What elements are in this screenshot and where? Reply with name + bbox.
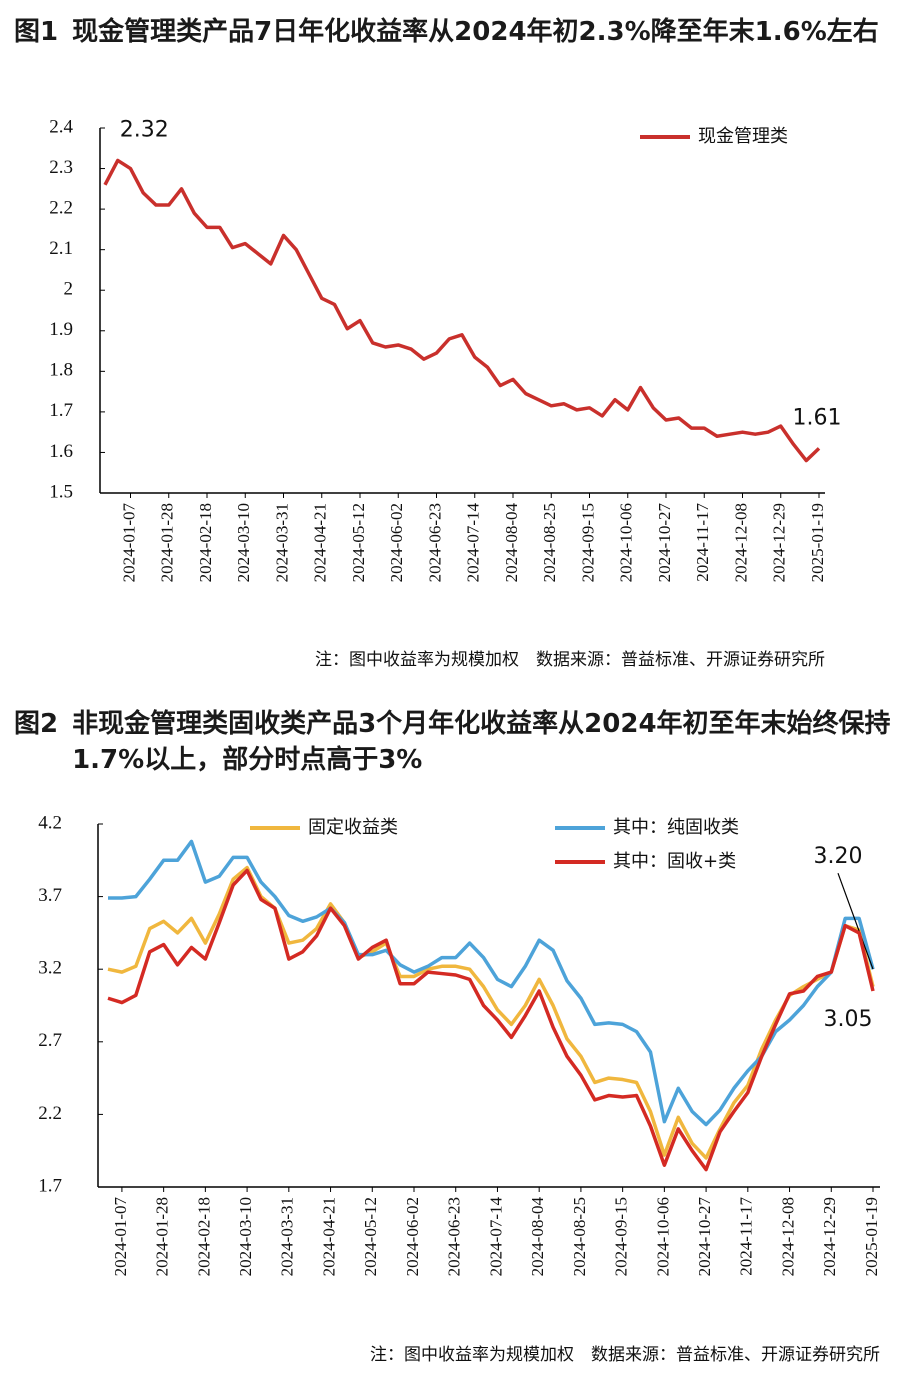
x-tick-label: 2024-03-10 xyxy=(236,1197,255,1276)
figure-label: 图1 xyxy=(14,17,59,47)
x-tick-label: 2024-04-21 xyxy=(319,1197,338,1276)
x-tick-label: 2024-10-06 xyxy=(653,1197,672,1276)
figure-title: 非现金管理类固收类产品3个月年化收益率从2024年初至年末始终保持1.7%以上，… xyxy=(72,709,891,775)
x-tick-label: 2024-06-23 xyxy=(445,1197,464,1276)
x-tick-label: 2024-03-10 xyxy=(234,503,253,582)
note: 注：图中收益率为规模加权 数据来源：普益标准、开源证券研究所 xyxy=(315,650,825,670)
y-tick-label: 2.2 xyxy=(49,197,73,218)
x-tick-label: 2024-08-25 xyxy=(570,1197,589,1276)
data-label: 3.20 xyxy=(814,844,863,869)
y-tick-label: 3.2 xyxy=(38,958,62,979)
y-tick-label: 1.7 xyxy=(49,400,73,421)
x-tick-label: 2024-08-25 xyxy=(540,503,559,582)
figure-label: 图2 xyxy=(14,709,59,739)
x-tick-label: 2024-12-29 xyxy=(820,1197,839,1276)
x-tick-label: 2024-12-08 xyxy=(778,1197,797,1276)
x-tick-label: 2024-02-18 xyxy=(194,1197,213,1276)
series-line xyxy=(107,868,875,1172)
x-tick-label: 2024-06-23 xyxy=(425,503,444,582)
y-tick-label: 2.7 xyxy=(38,1030,62,1051)
figure-title-1: 图1 现金管理类产品7日年化收益率从2024年初2.3%降至年末1.6%左右 xyxy=(14,14,894,50)
series-line xyxy=(108,839,875,1127)
note: 注：图中收益率为规模加权 数据来源：普益标准、开源证券研究所 xyxy=(370,1345,880,1365)
legend-label: 现金管理类 xyxy=(698,126,788,147)
y-tick-label: 2.1 xyxy=(49,238,73,259)
x-tick-label: 2025-01-19 xyxy=(862,1197,881,1276)
series-line xyxy=(107,865,875,1160)
x-tick-label: 2024-01-07 xyxy=(119,503,138,583)
x-tick-label: 2024-10-06 xyxy=(617,503,636,582)
x-tick-label: 2024-09-15 xyxy=(612,1197,631,1276)
y-tick-label: 2.4 xyxy=(49,116,73,137)
x-tick-label: 2024-05-12 xyxy=(349,503,368,582)
x-tick-label: 2024-05-12 xyxy=(361,1197,380,1276)
legend-label: 固定收益类 xyxy=(308,817,398,838)
figure-title: 现金管理类产品7日年化收益率从2024年初2.3%降至年末1.6%左右 xyxy=(72,17,879,47)
x-tick-label: 2024-11-17 xyxy=(693,503,712,582)
y-tick-label: 4.2 xyxy=(38,812,62,833)
x-tick-label: 2024-06-02 xyxy=(387,503,406,582)
x-tick-label: 2024-07-14 xyxy=(486,1197,505,1277)
data-label: 2.32 xyxy=(120,117,169,142)
legend-label: 其中：纯固收类 xyxy=(613,817,739,838)
y-tick-label: 1.9 xyxy=(49,319,73,340)
data-label: 3.05 xyxy=(824,1007,873,1032)
leader-line xyxy=(837,872,874,970)
x-tick-label: 2024-02-18 xyxy=(196,503,215,582)
x-tick-label: 2024-06-02 xyxy=(403,1197,422,1276)
y-tick-label: 1.8 xyxy=(49,360,73,381)
x-tick-label: 2024-01-28 xyxy=(153,1197,172,1276)
x-tick-label: 2024-01-28 xyxy=(158,503,177,582)
x-tick-label: 2024-04-21 xyxy=(311,503,330,582)
y-tick-label: 3.7 xyxy=(38,885,62,906)
y-tick-label: 2 xyxy=(64,279,74,300)
y-tick-label: 2.2 xyxy=(38,1103,62,1124)
x-tick-label: 2024-03-31 xyxy=(278,1197,297,1276)
x-tick-label: 2024-10-27 xyxy=(695,1197,714,1277)
x-tick-label: 2024-08-04 xyxy=(502,503,521,583)
x-tick-label: 2025-01-19 xyxy=(808,503,827,582)
data-label: 1.61 xyxy=(793,405,842,430)
x-tick-label: 2024-08-04 xyxy=(528,1197,547,1277)
x-tick-label: 2024-09-15 xyxy=(578,503,597,582)
x-tick-label: 2024-12-08 xyxy=(731,503,750,582)
x-tick-label: 2024-01-07 xyxy=(111,1197,130,1277)
y-tick-label: 1.5 xyxy=(49,481,73,502)
y-tick-label: 1.7 xyxy=(38,1175,62,1196)
y-tick-label: 1.6 xyxy=(49,441,73,462)
x-tick-label: 2024-11-17 xyxy=(737,1197,756,1276)
series-line xyxy=(103,158,821,463)
x-tick-label: 2024-03-31 xyxy=(272,503,291,582)
figure-title-2: 图2 非现金管理类固收类产品3个月年化收益率从2024年初至年末始终保持1.7%以… xyxy=(14,706,894,778)
x-tick-label: 2024-12-29 xyxy=(770,503,789,582)
x-tick-label: 2024-10-27 xyxy=(655,503,674,583)
y-tick-label: 2.3 xyxy=(49,157,73,178)
x-tick-label: 2024-07-14 xyxy=(464,503,483,583)
legend-label: 其中：固收+类 xyxy=(613,851,736,872)
